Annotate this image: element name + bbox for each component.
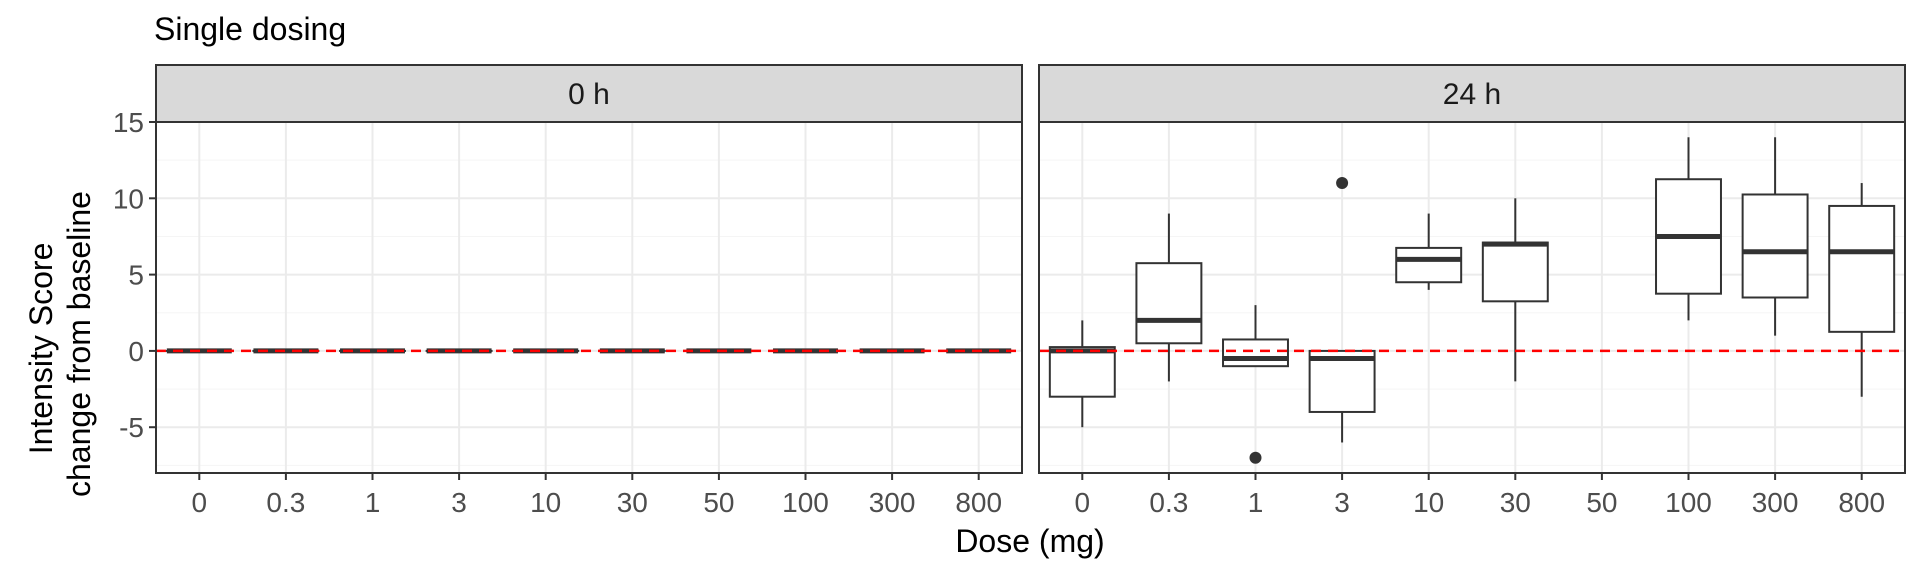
box-iqr (1308, 349, 1376, 413)
x-tick-label: 100 (782, 487, 829, 518)
y-axis-title: Intensity Score change from baseline (23, 191, 97, 497)
x-tick-label: 3 (451, 487, 467, 518)
x-tick-label: 0 (1075, 487, 1091, 518)
box-iqr (1222, 338, 1289, 368)
x-tick-label: 1 (365, 487, 381, 518)
y-tick-label: 15 (113, 107, 144, 138)
y-axis-title-line-1: Intensity Score (23, 243, 59, 455)
y-axis-title-line-2: change from baseline (61, 191, 97, 497)
x-tick-label: 30 (1500, 487, 1531, 518)
panel-background (156, 122, 1022, 473)
x-tick-label: 10 (530, 487, 561, 518)
y-axis: -5 0 5 10 15 (113, 107, 156, 443)
box-iqr (1741, 193, 1809, 299)
box-iqr (1395, 246, 1463, 284)
x-tick-label: 0.3 (266, 487, 305, 518)
x-tick-label: 800 (955, 487, 1002, 518)
box-3 (1308, 177, 1376, 443)
x-tick-label: 50 (1586, 487, 1617, 518)
box-100 (1655, 137, 1722, 321)
panel-1: 24 h 0 0.3 1 3 10 30 50 100 300 800 (1038, 64, 1906, 518)
facet-strip (155, 64, 1023, 123)
y-tick-label: 0 (128, 336, 144, 367)
x-tick-label: 0.3 (1149, 487, 1188, 518)
chart-title: Single dosing (154, 11, 346, 47)
box-1 (1222, 305, 1289, 464)
y-tick-label: -5 (119, 412, 144, 443)
x-axis-title: Dose (mg) (955, 523, 1104, 559)
facet-strip-label: 24 h (1443, 78, 1501, 111)
box-30 (1481, 198, 1549, 382)
box-iqr (1828, 204, 1896, 333)
outlier-point (1249, 451, 1262, 464)
box-iqr (1048, 346, 1116, 398)
facet-strip (1038, 64, 1906, 123)
box-iqr (1481, 241, 1549, 303)
box-0.3 (1135, 213, 1203, 382)
x-tick-label: 300 (869, 487, 916, 518)
x-tick-label: 300 (1752, 487, 1799, 518)
x-tick-label: 30 (617, 487, 648, 518)
y-tick-label: 10 (113, 183, 144, 214)
box-800 (1828, 183, 1896, 397)
outlier-point (1336, 177, 1349, 190)
x-tick-label: 10 (1413, 487, 1444, 518)
panels-layer: 0 h 0 0.3 1 3 10 30 50 100 300 800 24 h 0 0.3 1 3 10 30 50… (155, 64, 1906, 518)
y-tick-label: 5 (128, 260, 144, 291)
box-300 (1741, 137, 1809, 336)
box-iqr (1135, 262, 1203, 345)
x-tick-label: 50 (703, 487, 734, 518)
x-tick-label: 3 (1334, 487, 1350, 518)
x-tick-label: 800 (1838, 487, 1885, 518)
x-tick-label: 100 (1665, 487, 1712, 518)
x-tick-label: 1 (1248, 487, 1264, 518)
x-tick-label: 0 (192, 487, 208, 518)
facet-strip-label: 0 h (568, 78, 610, 111)
box-10 (1395, 213, 1463, 290)
panel-0: 0 h 0 0.3 1 3 10 30 50 100 300 800 (155, 64, 1023, 518)
